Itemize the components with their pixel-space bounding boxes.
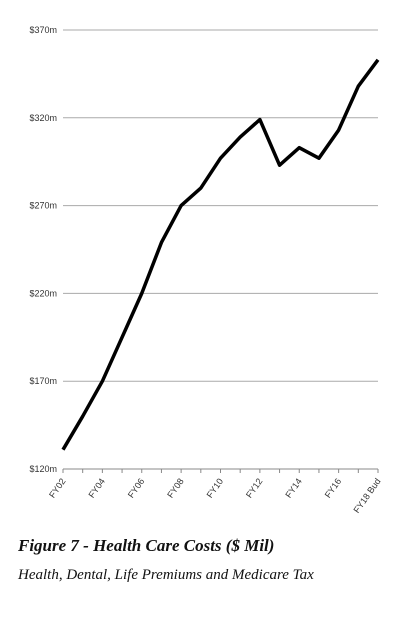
y-tick-label: $270m — [29, 201, 57, 211]
chart: $120m $170m $220m $270m $320m $370m FY02 FY04 FY… — [29, 25, 382, 515]
x-tick-label: FY06 — [126, 476, 147, 499]
y-tick-label: $220m — [29, 288, 57, 298]
x-tick-label: FY14 — [283, 476, 304, 499]
x-tick-label: FY04 — [86, 476, 107, 499]
x-tick-label: FY02 — [47, 476, 68, 499]
y-tick-label: $370m — [29, 25, 57, 35]
x-tick-label: FY18 Bud — [351, 476, 382, 515]
y-tick-label: $320m — [29, 113, 57, 123]
x-tick-label: FY08 — [165, 476, 186, 499]
y-tick-label: $170m — [29, 376, 57, 386]
line-series — [61, 58, 380, 451]
x-tick-label: FY16 — [323, 476, 344, 499]
x-tick-label: FY12 — [244, 476, 265, 499]
chart-title: Figure 7 - Health Care Costs ($ Mil) — [18, 536, 275, 555]
chart-subtitle: Health, Dental, Life Premiums and Medica… — [18, 567, 314, 583]
y-tick-label: $120m — [29, 464, 57, 474]
x-tick-label: FY10 — [205, 476, 226, 499]
